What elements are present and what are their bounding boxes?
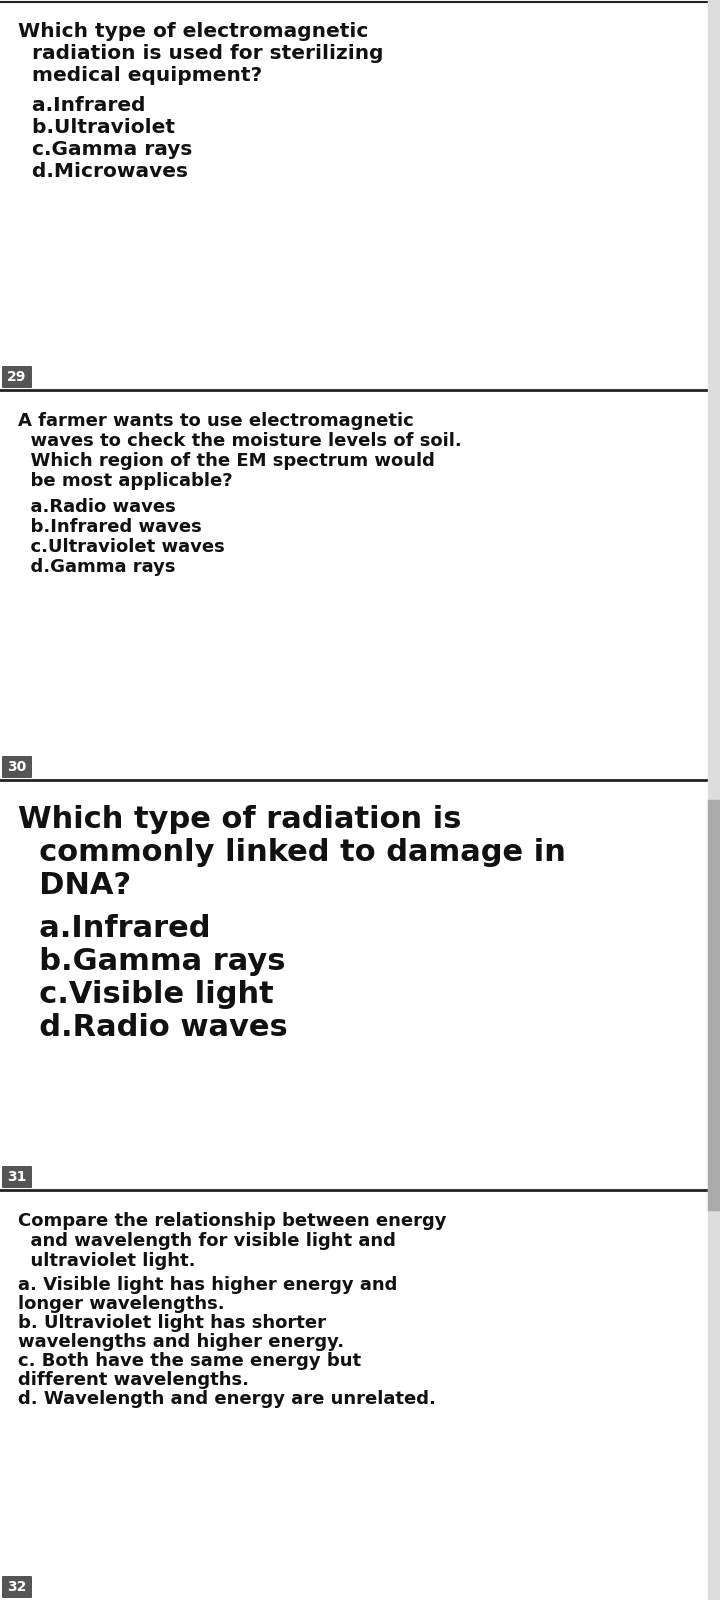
Text: d.Radio waves: d.Radio waves [18, 1013, 288, 1042]
FancyBboxPatch shape [2, 366, 32, 387]
Text: d.Gamma rays: d.Gamma rays [18, 558, 176, 576]
Text: d. Wavelength and energy are unrelated.: d. Wavelength and energy are unrelated. [18, 1390, 436, 1408]
FancyBboxPatch shape [2, 757, 32, 778]
Text: Compare the relationship between energy: Compare the relationship between energy [18, 1213, 446, 1230]
Text: 32: 32 [7, 1581, 27, 1594]
Text: b.Infrared waves: b.Infrared waves [18, 518, 202, 536]
Text: longer wavelengths.: longer wavelengths. [18, 1294, 225, 1314]
Text: be most applicable?: be most applicable? [18, 472, 233, 490]
Text: a.Infrared: a.Infrared [18, 914, 210, 942]
Text: radiation is used for sterilizing: radiation is used for sterilizing [18, 43, 384, 62]
Text: medical equipment?: medical equipment? [18, 66, 262, 85]
Text: ultraviolet light.: ultraviolet light. [18, 1251, 196, 1270]
FancyBboxPatch shape [2, 1576, 32, 1598]
Text: wavelengths and higher energy.: wavelengths and higher energy. [18, 1333, 344, 1350]
Text: Which type of radiation is: Which type of radiation is [18, 805, 462, 834]
Text: b. Ultraviolet light has shorter: b. Ultraviolet light has shorter [18, 1314, 326, 1331]
Text: b.Ultraviolet: b.Ultraviolet [18, 118, 175, 138]
Text: 30: 30 [7, 760, 27, 774]
Text: commonly linked to damage in: commonly linked to damage in [18, 838, 566, 867]
Text: different wavelengths.: different wavelengths. [18, 1371, 249, 1389]
Text: Which region of the EM spectrum would: Which region of the EM spectrum would [18, 451, 435, 470]
Text: c.Gamma rays: c.Gamma rays [18, 141, 192, 158]
Bar [708, 800, 720, 1210]
Text: a.Infrared: a.Infrared [18, 96, 145, 115]
Text: c.Visible light: c.Visible light [18, 979, 274, 1010]
Bar [708, 0, 720, 1600]
Text: c.Ultraviolet waves: c.Ultraviolet waves [18, 538, 225, 557]
Text: a.Radio waves: a.Radio waves [18, 498, 176, 515]
Text: c. Both have the same energy but: c. Both have the same energy but [18, 1352, 361, 1370]
Text: Which type of electromagnetic: Which type of electromagnetic [18, 22, 369, 42]
Text: d.Microwaves: d.Microwaves [18, 162, 188, 181]
Text: and wavelength for visible light and: and wavelength for visible light and [18, 1232, 396, 1250]
Text: b.Gamma rays: b.Gamma rays [18, 947, 286, 976]
Text: DNA?: DNA? [18, 870, 131, 899]
Text: a. Visible light has higher energy and: a. Visible light has higher energy and [18, 1277, 397, 1294]
Text: 31: 31 [7, 1170, 27, 1184]
FancyBboxPatch shape [2, 1166, 32, 1187]
Text: A farmer wants to use electromagnetic: A farmer wants to use electromagnetic [18, 411, 414, 430]
Text: waves to check the moisture levels of soil.: waves to check the moisture levels of so… [18, 432, 462, 450]
Text: 29: 29 [7, 370, 27, 384]
